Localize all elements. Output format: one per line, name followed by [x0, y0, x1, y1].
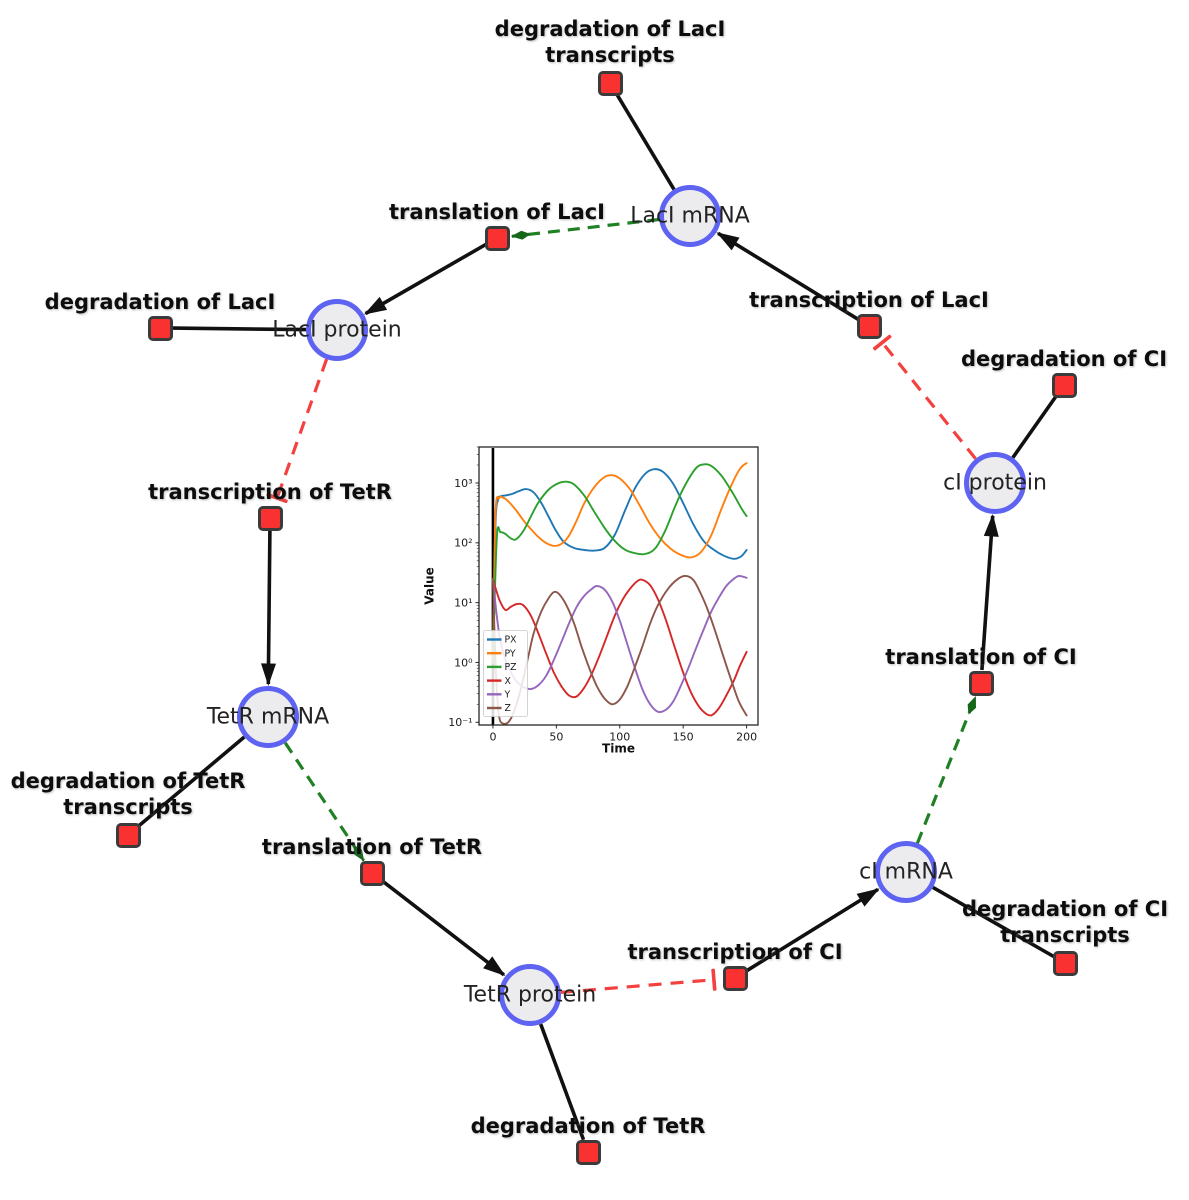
plot-ticks: 0 50 100 150 200 10⁻¹ 10⁰ 10¹ 10² 10³ [448, 446, 757, 744]
reaction-label-degradation-of-laci-transcripts: degradation of LacI transcripts [494, 16, 726, 67]
species-node-laci-mrna[interactable] [659, 185, 721, 247]
timeseries-plot: 0 50 100 150 200 10⁻¹ 10⁰ 10¹ 10² 10³ PX PY PZ XYZ T… [420, 430, 770, 770]
x-tick-label: 100 [609, 731, 630, 744]
x-tick-label: 150 [673, 731, 694, 744]
reaction-label-transcription-of-laci: transcription of LacI [749, 287, 989, 312]
species-label-laci-protein: LacI protein [272, 317, 402, 343]
edge-product-translation-of-tetr-to-tetr-protein [381, 879, 506, 977]
y-tick-label: 10² [454, 537, 472, 550]
x-tick-label: 50 [549, 731, 563, 744]
reaction-node-degradation-of-laci-transcripts[interactable] [597, 70, 623, 96]
legend-label-Z: Z [505, 703, 511, 714]
series-line-PX [491, 468, 748, 664]
reaction-label-transcription-of-ci: transcription of CI [627, 939, 843, 964]
reaction-node-translation-of-tetr[interactable] [359, 860, 385, 886]
reaction-label-translation-of-laci: translation of LacI [389, 199, 605, 224]
species-node-laci-protein[interactable] [306, 299, 368, 361]
legend-label-PY: PY [505, 648, 516, 659]
edge-reactant-ci-mrna-to-degradation-of-ci-transcripts [932, 885, 1055, 959]
edge-reactant-tetr-mrna-to-degradation-of-tetr-transcripts [136, 735, 246, 828]
edge-modifier-ci-mrna-to-translation-of-ci [915, 695, 977, 844]
species-node-tetr-mrna[interactable] [237, 686, 299, 748]
species-node-ci-protein[interactable] [964, 452, 1026, 514]
y-tick-label: 10¹ [454, 596, 472, 609]
edge-inhibition-ci-protein-to-transcription-of-laci [872, 334, 977, 460]
reaction-label-translation-of-tetr: translation of TetR [261, 834, 483, 859]
edge-reactant-laci-protein-to-degradation-of-laci [172, 326, 307, 332]
reaction-node-degradation-of-ci[interactable] [1051, 372, 1077, 398]
edge-product-transcription-of-tetr-to-tetr-mrna [261, 530, 277, 686]
reaction-label-degradation-of-tetr-transcripts: degradation of TetR transcripts [10, 768, 246, 819]
reaction-label-translation-of-ci: translation of CI [885, 644, 1077, 669]
reaction-label-transcription-of-tetr: transcription of TetR [148, 479, 392, 504]
edge-reactant-ci-protein-to-degradation-of-ci [1011, 394, 1058, 459]
edge-reactant-tetr-protein-to-degradation-of-tetr [539, 1023, 586, 1141]
species-label-laci-mrna: LacI mRNA [630, 203, 750, 229]
species-node-ci-mrna[interactable] [875, 841, 937, 903]
reaction-node-transcription-of-tetr[interactable] [257, 505, 283, 531]
edge-modifier-laci-mrna-to-translation-of-laci [510, 217, 660, 240]
reaction-label-degradation-of-tetr: degradation of TetR [470, 1113, 706, 1138]
x-axis-label: Time [602, 742, 635, 756]
reaction-node-translation-of-ci[interactable] [968, 670, 994, 696]
edge-product-translation-of-laci-to-laci-protein [363, 242, 487, 316]
reaction-node-degradation-of-ci-transcripts[interactable] [1052, 950, 1078, 976]
edge-product-translation-of-ci-to-ci-protein [980, 513, 999, 671]
legend-label-PX: PX [505, 635, 518, 646]
species-label-ci-mrna: cI mRNA [859, 859, 953, 885]
edge-product-transcription-of-ci-to-ci-mrna [745, 887, 880, 973]
species-label-tetr-mrna: TetR mRNA [206, 704, 330, 730]
reaction-node-degradation-of-laci[interactable] [147, 315, 173, 341]
legend-label-X: X [505, 676, 512, 687]
reaction-node-transcription-of-laci[interactable] [856, 313, 882, 339]
reaction-label-degradation-of-laci: degradation of LacI [44, 289, 276, 314]
plot-legend: PX PY PZ XYZ [483, 630, 528, 717]
edge-product-transcription-of-laci-to-laci-mrna [716, 231, 859, 321]
edge-reactant-laci-mrna-to-degradation-of-laci-transcripts [615, 93, 676, 191]
legend-label-Y: Y [504, 690, 511, 701]
series-line-X [491, 577, 748, 717]
reaction-label-degradation-of-ci-transcripts: degradation of CI transcripts [961, 896, 1169, 947]
y-tick-label: 10⁰ [454, 656, 473, 669]
x-tick-label: 0 [489, 731, 496, 744]
plot-axes-frame [478, 446, 759, 726]
reaction-node-translation-of-laci[interactable] [484, 225, 510, 251]
series-line-PY [491, 462, 748, 664]
x-tick-label: 200 [736, 731, 757, 744]
legend-label-PZ: PZ [505, 662, 517, 673]
reaction-node-degradation-of-tetr-transcripts[interactable] [115, 822, 141, 848]
series-line-PZ [491, 463, 748, 664]
reaction-label-degradation-of-ci: degradation of CI [960, 346, 1168, 371]
edge-inhibition-laci-protein-to-transcription-of-tetr [266, 358, 329, 504]
y-axis-label: Value [423, 567, 437, 605]
species-label-ci-protein: cI protein [943, 470, 1047, 496]
reaction-node-degradation-of-tetr[interactable] [575, 1139, 601, 1165]
y-tick-label: 10⁻¹ [448, 716, 472, 729]
species-label-tetr-protein: TetR protein [463, 982, 597, 1008]
edge-inhibition-tetr-protein-to-transcription-of-ci [560, 968, 717, 994]
species-node-tetr-protein[interactable] [499, 964, 561, 1026]
y-tick-label: 10³ [454, 477, 472, 490]
edge-modifier-tetr-mrna-to-translation-of-tetr [283, 741, 366, 862]
reaction-node-transcription-of-ci[interactable] [722, 965, 748, 991]
